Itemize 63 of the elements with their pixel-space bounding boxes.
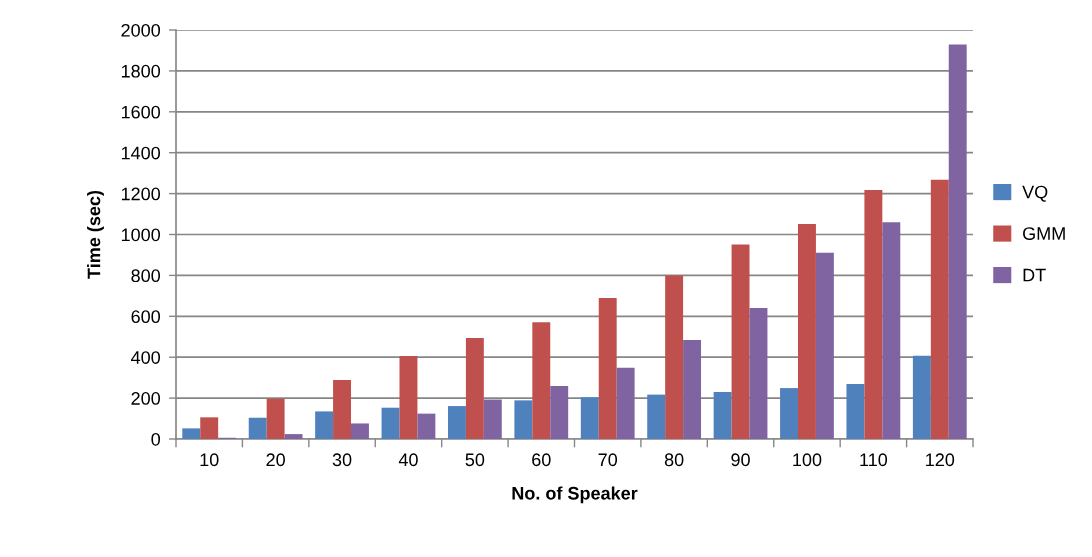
- bar: [200, 417, 219, 439]
- bar: [447, 406, 466, 439]
- x-tick-label: 70: [598, 453, 618, 467]
- bar: [351, 423, 369, 439]
- bar: [616, 367, 635, 439]
- x-tick-label: 50: [465, 453, 485, 467]
- x-tick-label: 60: [532, 453, 551, 467]
- bar: [797, 224, 816, 439]
- bar: [399, 355, 418, 439]
- y-tick-label: 800: [131, 269, 161, 283]
- bar: [749, 308, 768, 439]
- bar: [647, 394, 666, 439]
- y-tick-label: 200: [131, 392, 161, 405]
- bar: [882, 222, 901, 439]
- legend-label: VQ: [1022, 185, 1048, 202]
- bar: [417, 413, 436, 439]
- bar: [683, 340, 702, 439]
- bar: [598, 298, 617, 439]
- bar: [266, 398, 285, 439]
- bar: [514, 400, 533, 439]
- bar: [864, 190, 883, 439]
- bar: [483, 399, 502, 439]
- y-tick-label: 600: [131, 310, 161, 324]
- bar: [731, 244, 750, 439]
- bar: [333, 379, 352, 439]
- x-tick-label: 100: [793, 453, 822, 467]
- bar: [713, 391, 732, 439]
- bar: [182, 428, 201, 439]
- legend-label: GMM: [1023, 227, 1065, 240]
- bar: [930, 179, 949, 439]
- x-tick-label: 80: [664, 453, 684, 467]
- x-tick-label: 120: [926, 453, 955, 467]
- bar: [381, 407, 400, 439]
- x-tick-label: 30: [332, 453, 352, 467]
- bar: [665, 275, 684, 439]
- bar: [550, 386, 569, 439]
- y-tick-label: 400: [131, 351, 161, 364]
- x-tick-label: 90: [731, 453, 750, 467]
- bar: [248, 417, 267, 439]
- x-tick-label: 110: [860, 453, 888, 467]
- bar: [532, 322, 551, 439]
- bar: [912, 355, 931, 439]
- x-tick-label: 20: [266, 453, 285, 467]
- x-axis-title: No. of Speaker: [512, 486, 638, 504]
- bar: [580, 397, 599, 439]
- y-tick-label: 1000: [121, 228, 161, 242]
- bar: [315, 411, 334, 439]
- y-tick-label: 1200: [121, 187, 161, 201]
- bar: [846, 383, 865, 439]
- bar: [815, 252, 834, 439]
- x-tick-label: 10: [200, 453, 219, 467]
- bar: [284, 434, 303, 439]
- y-axis-title: Time (sec): [87, 190, 104, 279]
- bar: [465, 337, 484, 439]
- bar: [780, 388, 798, 439]
- y-tick-label: 1800: [121, 64, 161, 78]
- y-tick-label: 1600: [121, 105, 161, 119]
- x-tick-label: 40: [398, 453, 418, 467]
- legend-label: DT: [1023, 268, 1046, 282]
- y-tick-label: 0: [151, 432, 161, 446]
- y-tick-label: 1400: [121, 146, 161, 160]
- y-tick-label: 2000: [121, 23, 161, 37]
- bar: [948, 44, 967, 439]
